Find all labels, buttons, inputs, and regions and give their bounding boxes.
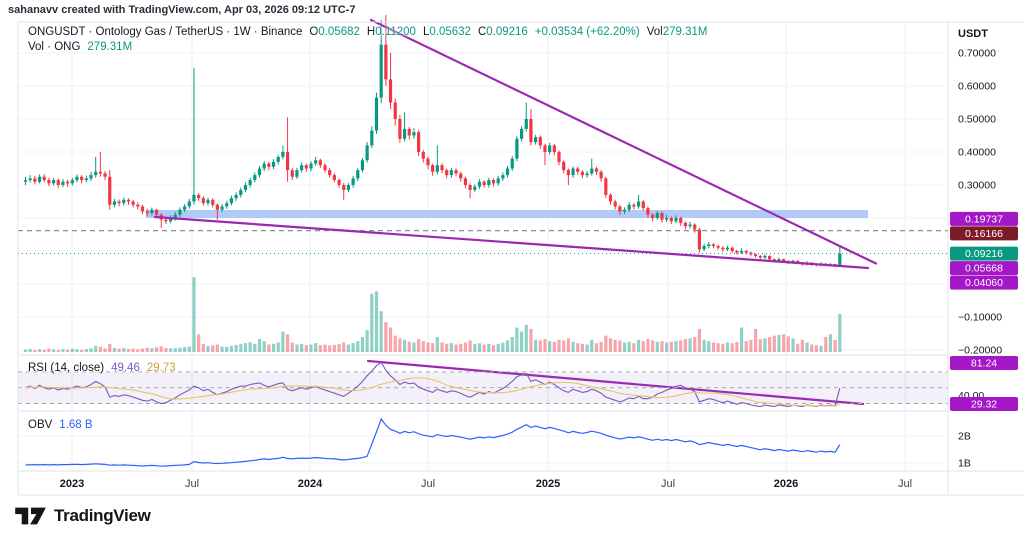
price-badge-label: 0.04060 — [965, 277, 1003, 289]
price-badge[interactable] — [950, 211, 1018, 226]
price-badge-label: 0.19737 — [965, 213, 1003, 225]
candles-layer — [23, 15, 842, 267]
time-tick: Jul — [661, 478, 675, 490]
obv-legend[interactable]: OBV 1.68 B — [28, 419, 93, 431]
ohlc-low: L0.05632 — [422, 26, 471, 38]
trendline[interactable] — [153, 215, 870, 270]
gridlines-layer — [18, 22, 948, 471]
tradingview-logo-icon — [15, 507, 46, 525]
pane-borders — [17, 21, 1024, 496]
footer-brand[interactable]: TradingView — [14, 503, 151, 529]
ohlc-close: C0.09216 — [477, 26, 528, 38]
rsi-trendline[interactable] — [366, 359, 865, 406]
rsi-pane — [18, 361, 948, 408]
price-badge[interactable] — [950, 261, 1018, 276]
price-badge[interactable] — [950, 246, 1018, 261]
rsi-ma-value: 29.73 — [146, 362, 176, 374]
time-tick: Jul — [898, 478, 912, 490]
symbol-legend[interactable]: ONGUSDT · Ontology Gas / TetherUS · 1W ·… — [28, 26, 707, 38]
tradingview-logo-text: TradingView — [54, 506, 151, 525]
volume-layer — [23, 277, 842, 352]
volume-legend[interactable]: Vol · ONG 279.31M — [28, 41, 133, 53]
price-tick: 0.30000 — [958, 180, 996, 192]
trendline[interactable] — [369, 18, 878, 265]
price-badge[interactable] — [950, 226, 1018, 241]
obv-line — [25, 417, 841, 467]
support-zone-rectangle[interactable] — [146, 210, 868, 218]
symbol-title[interactable]: ONGUSDT · Ontology Gas / TetherUS · 1W ·… — [28, 26, 303, 38]
rsi-badge[interactable] — [950, 397, 1018, 411]
price-tick: −0.20000 — [958, 345, 1002, 357]
rsi-legend[interactable]: RSI (14, close) 49.46 29.73 — [28, 362, 176, 374]
volume-readout: Vol279.31M — [646, 26, 708, 38]
axis-currency-label: USDT — [958, 28, 988, 40]
time-tick: 2023 — [60, 478, 84, 490]
trendlines-layer[interactable] — [153, 18, 878, 406]
price-change: +0.03534 (+62.20%) — [534, 26, 640, 38]
rsi-badge-label: 81.24 — [971, 357, 997, 369]
time-axis[interactable]: 2023 Jul 2024 Jul 2025 Jul 2026 Jul — [60, 478, 912, 490]
rsi-badge-label: 29.32 — [971, 399, 997, 411]
price-tick: 0.70000 — [958, 48, 996, 60]
time-tick: Jul — [421, 478, 435, 490]
obv-pane — [25, 417, 841, 467]
obv-tick: 2B — [958, 431, 971, 443]
obv-value: 1.68 B — [59, 419, 93, 431]
time-tick: 2025 — [536, 478, 560, 490]
price-tick: 0.40000 — [958, 147, 996, 159]
price-tick: −0.10000 — [958, 312, 1002, 324]
time-tick: 2026 — [774, 478, 798, 490]
price-badge-label: 0.05668 — [965, 263, 1003, 275]
rsi-badge[interactable] — [950, 355, 1018, 370]
rsi-value: 49.46 — [111, 362, 140, 374]
price-badge-label: 0.09216 — [965, 248, 1003, 260]
price-tick: 0.60000 — [958, 81, 996, 93]
rsi-ma-line — [25, 377, 840, 407]
price-axis[interactable]: USDT 0.70000 0.60000 0.50000 0.40000 0.30000 0… — [950, 28, 1018, 470]
ohlc-open: O0.05682 — [309, 26, 360, 38]
rsi-line — [25, 361, 841, 408]
price-badge[interactable] — [950, 275, 1018, 290]
attribution-text: sahanavv created with TradingView.com, A… — [8, 4, 356, 16]
time-tick: Jul — [185, 478, 199, 490]
obv-tick: 1B — [958, 458, 971, 470]
price-tick: 0.50000 — [958, 114, 996, 126]
ohlc-high: H0.11200 — [366, 26, 416, 38]
time-tick: 2024 — [298, 478, 323, 490]
price-badge-label: 0.16166 — [965, 228, 1003, 240]
